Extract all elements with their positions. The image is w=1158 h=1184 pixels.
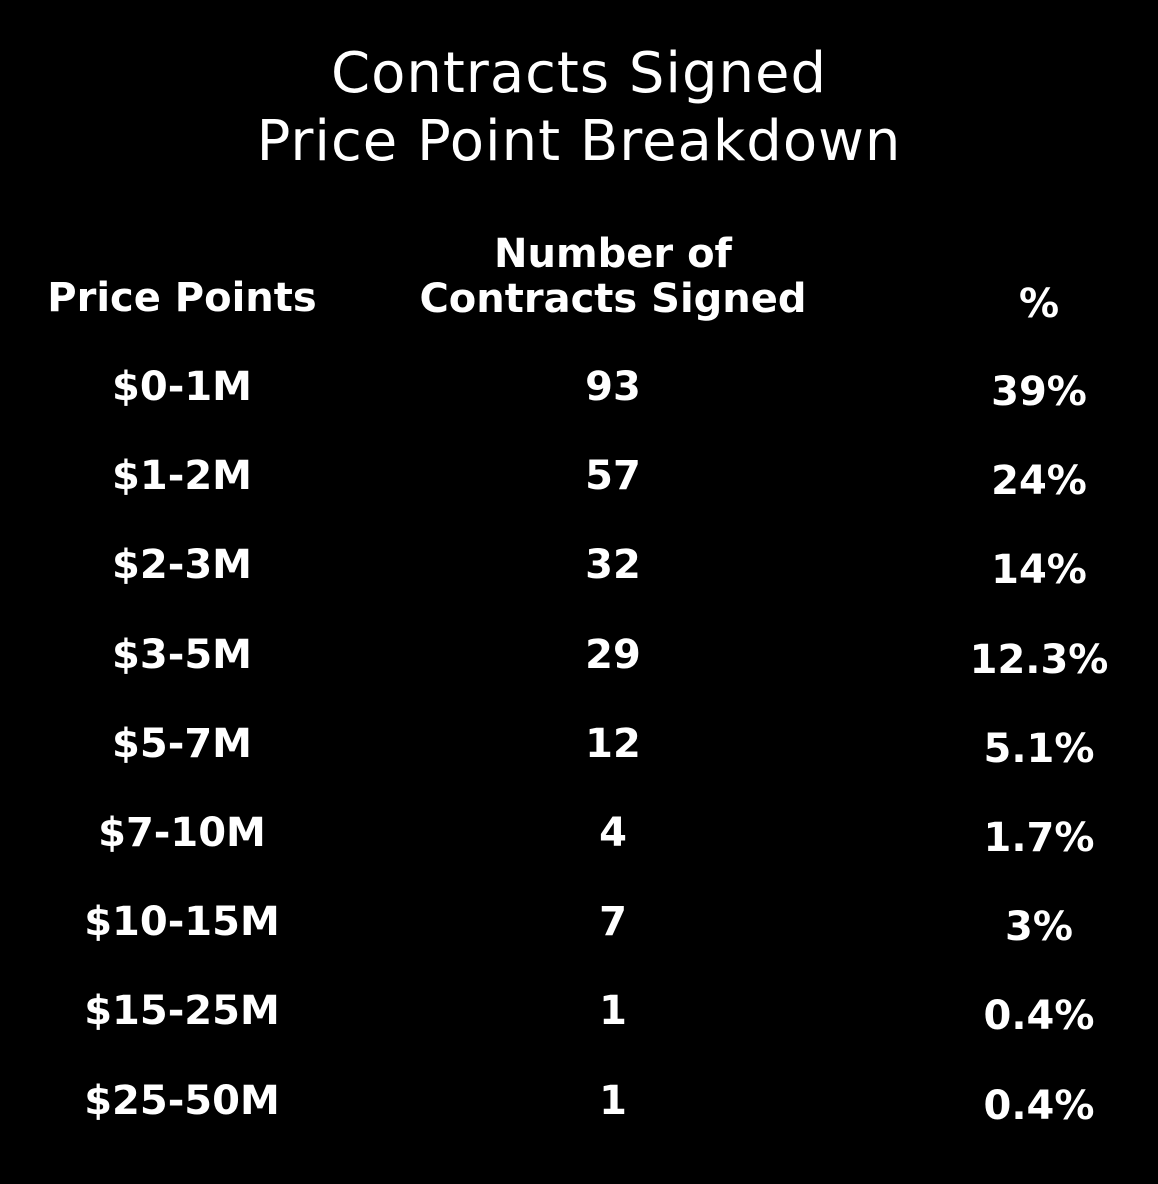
column-header-contracts-line1: Number of xyxy=(494,231,732,277)
price-point-cell: $10-15M xyxy=(84,899,280,946)
column-header-contracts-line2: Contracts Signed xyxy=(419,276,807,322)
price-point-cell: $2-3M xyxy=(112,542,252,589)
percent-cell: 0.4% xyxy=(983,1082,1095,1129)
contract-count-cell: 93 xyxy=(585,364,641,410)
contract-count-cell: 32 xyxy=(585,542,641,589)
percent-cell: 39% xyxy=(991,369,1087,415)
price-point-cell: $7-10M xyxy=(98,810,266,856)
percent-cell: 5.1% xyxy=(983,725,1095,772)
percent-cell: 1.7% xyxy=(983,815,1095,861)
contract-count-cell: 57 xyxy=(585,453,641,500)
contract-count-cell: 29 xyxy=(585,631,641,678)
percent-cell: 3% xyxy=(1005,904,1073,951)
percent-cell: 0.4% xyxy=(983,993,1095,1040)
chart-title: Contracts Signed xyxy=(330,41,828,106)
price-point-cell: $3-5M xyxy=(112,631,252,678)
price-point-cell: $5-7M xyxy=(112,720,252,767)
price-point-cell: $25-50M xyxy=(84,1077,280,1124)
contract-count-cell: 4 xyxy=(599,810,627,856)
percent-cell: 24% xyxy=(991,458,1087,505)
percent-cell: 14% xyxy=(991,547,1087,594)
chart-subtitle: Price Point Breakdown xyxy=(256,109,902,174)
price-point-cell: $15-25M xyxy=(84,988,280,1035)
contract-count-cell: 1 xyxy=(599,1077,627,1124)
column-header-percent: % xyxy=(1018,281,1060,327)
contract-count-cell: 1 xyxy=(599,988,627,1035)
price-point-cell: $1-2M xyxy=(112,453,252,500)
price-point-cell: $0-1M xyxy=(112,364,252,410)
contract-count-cell: 12 xyxy=(585,720,641,767)
contract-count-cell: 7 xyxy=(599,899,627,946)
column-header-price-points: Price Points xyxy=(47,275,317,321)
percent-cell: 12.3% xyxy=(969,636,1109,683)
